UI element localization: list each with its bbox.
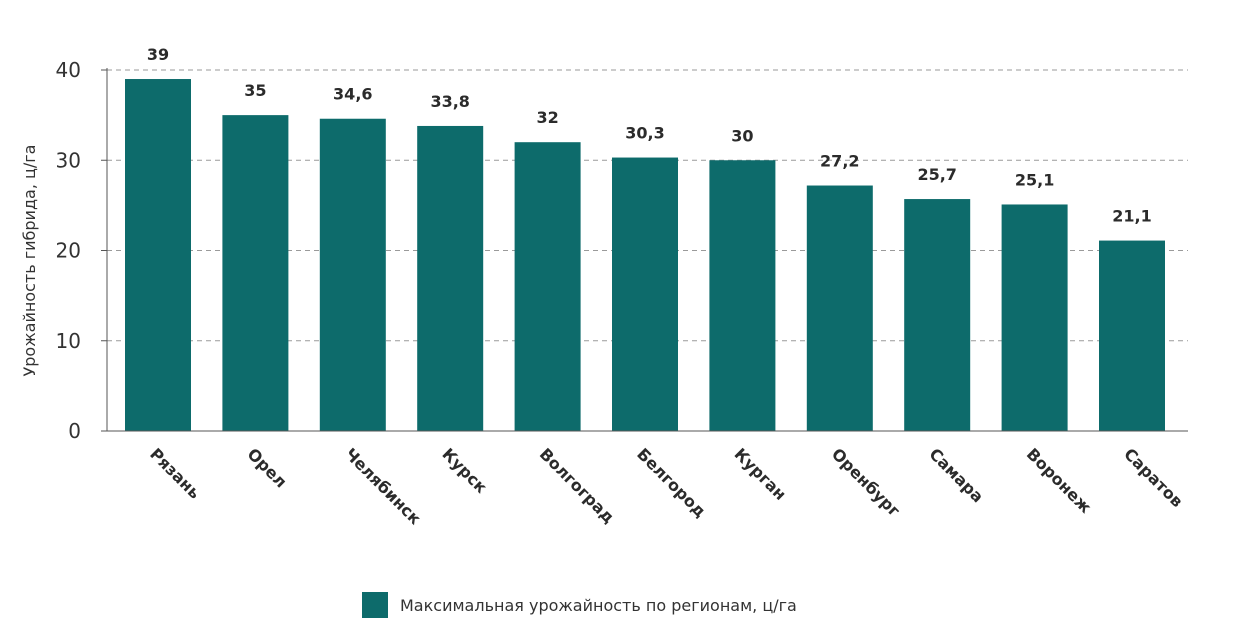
bar [1099,240,1165,431]
y-axis-label: Урожайность гибрида, ц/га [20,145,39,377]
bar [417,125,484,431]
value-label: 33,8 [430,92,469,111]
category-label: Самара [925,444,987,506]
y-tick-labels: 0 10 20 30 40 [56,58,81,443]
category-labels: Рязань Орел Челябинск Курск Волгоград Белгоро… [146,444,1187,528]
bar [904,199,971,431]
value-label: 27,2 [820,152,859,171]
legend-label: Максимальная урожайность по регионам, ц/… [400,595,797,615]
bar [612,157,678,432]
legend: Максимальная урожайность по регионам, ц/… [362,591,797,619]
value-label: 25,1 [1015,170,1054,189]
bar [125,79,191,432]
bar [1001,204,1068,431]
category-label: Воронеж [1023,444,1096,517]
legend-swatch [362,592,388,618]
category-label: Орел [244,444,291,491]
category-label: Рязань [146,444,204,502]
value-labels: 39 35 34,6 33,8 32 30,3 30 27,2 25,7 25,1 21,1 [147,45,1152,226]
value-label: 30 [731,126,753,145]
category-label: Курск [438,444,491,497]
category-label: Саратов [1120,444,1187,511]
value-label: 32 [536,108,558,127]
category-label: Волгоград [536,444,619,527]
y-tick-label: 30 [56,148,81,172]
y-tick-label: 10 [56,329,81,353]
category-label: Белгород [633,444,710,521]
value-label: 39 [147,45,169,64]
bar [514,142,581,431]
bar [709,160,776,431]
bar [222,115,289,431]
value-label: 30,3 [625,124,664,143]
value-label: 25,7 [917,165,956,184]
category-label: Челябинск [341,444,425,528]
bar [319,118,386,432]
value-label: 35 [244,81,266,100]
value-label: 21,1 [1112,207,1151,226]
y-tick-label: 0 [68,419,81,443]
bars [125,79,1165,432]
y-tick-label: 40 [56,58,81,82]
y-tick-label: 20 [56,239,81,263]
category-label: Курган [731,444,791,504]
category-label: Оренбург [828,444,904,520]
value-label: 34,6 [333,85,372,104]
bar [806,185,873,431]
